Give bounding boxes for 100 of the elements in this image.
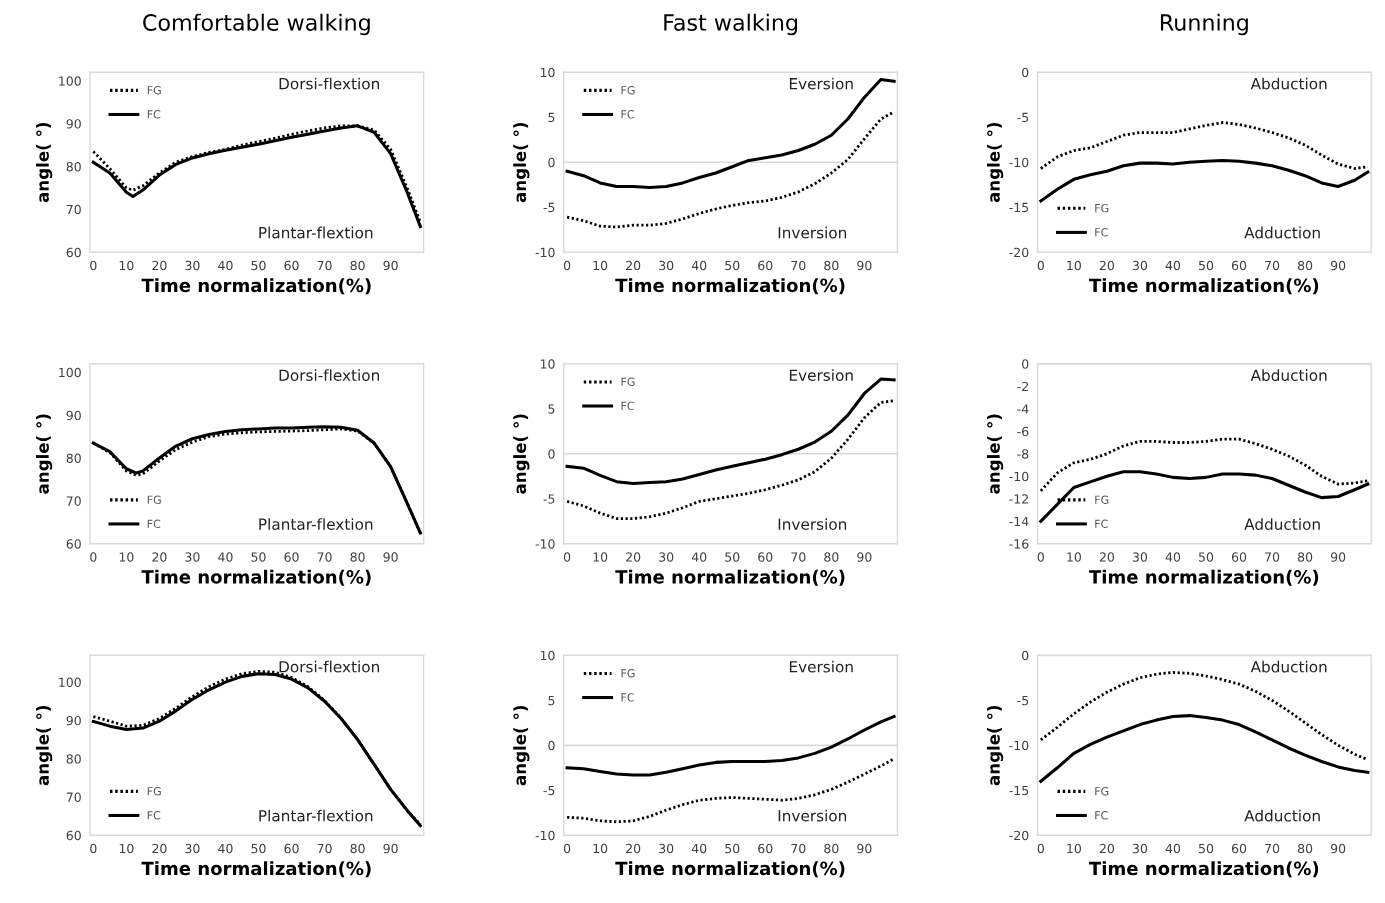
y-tick-label: 5 bbox=[548, 695, 555, 706]
y-tick-label: -12 bbox=[1009, 494, 1028, 504]
legend-label: FG bbox=[1095, 203, 1109, 213]
x-tick-label: 90 bbox=[383, 552, 398, 562]
chart-title: Running bbox=[1160, 13, 1248, 36]
line-series bbox=[565, 757, 896, 824]
legend-label: FG bbox=[1095, 495, 1109, 504]
y-tick-label: 0 bbox=[548, 157, 555, 168]
x-tick-label: 50 bbox=[725, 260, 740, 271]
x-tick-label: 90 bbox=[383, 260, 398, 271]
y-tick-label: 0 bbox=[1022, 67, 1029, 78]
annotation: Plantar-flextion bbox=[259, 518, 373, 530]
x-tick-label: 10 bbox=[1067, 552, 1081, 562]
y-tick-label: -8 bbox=[1017, 449, 1029, 459]
x-tick-label: 40 bbox=[1165, 552, 1181, 562]
x-tick-label: 90 bbox=[857, 843, 872, 854]
x-tick-label: 30 bbox=[659, 552, 674, 562]
legend-label: FG bbox=[147, 787, 161, 796]
x-axis-title: Time normalization(%) bbox=[141, 278, 371, 295]
x-tick-label: 60 bbox=[284, 552, 299, 562]
y-tick-label: 0 bbox=[548, 449, 555, 459]
legend-label: FG bbox=[147, 86, 161, 95]
y-tick-label: -10 bbox=[1009, 157, 1029, 168]
x-axis-title: Time normalization(%) bbox=[141, 569, 371, 586]
x-tick-label: 90 bbox=[857, 552, 872, 562]
y-tick-label: -5 bbox=[543, 494, 555, 504]
x-tick-label: 40 bbox=[218, 260, 233, 271]
y-tick-label: -4 bbox=[1017, 404, 1029, 414]
annotation: Dorsi-flextion bbox=[279, 660, 379, 673]
x-tick-label: 60 bbox=[758, 843, 773, 854]
x-tick-label: 50 bbox=[1199, 552, 1214, 562]
x-tick-label: 30 bbox=[1132, 843, 1148, 854]
x-tick-label: 40 bbox=[691, 552, 707, 562]
y-tick-label: 5 bbox=[548, 112, 555, 123]
y-tick-label: -10 bbox=[535, 539, 555, 549]
y-tick-label: 90 bbox=[66, 715, 81, 726]
x-tick-label: 70 bbox=[1265, 552, 1280, 562]
x-tick-label: 60 bbox=[1231, 260, 1247, 271]
x-tick-label: 30 bbox=[185, 552, 200, 562]
y-tick-label: 80 bbox=[66, 161, 81, 172]
y-axis-title: angle( °) bbox=[36, 122, 53, 203]
x-tick-label: 0 bbox=[1037, 843, 1044, 854]
annotation: Eversion bbox=[789, 660, 853, 673]
x-tick-label: 90 bbox=[1330, 843, 1346, 854]
x-tick-label: 10 bbox=[119, 843, 134, 854]
annotation: Dorsi-flextion bbox=[279, 369, 379, 381]
x-tick-label: 10 bbox=[593, 843, 608, 854]
legend-label: FG bbox=[621, 86, 635, 95]
annotation: Adduction bbox=[1244, 518, 1320, 530]
chart-title: Comfortable walking bbox=[143, 13, 370, 36]
x-tick-label: 60 bbox=[284, 843, 299, 854]
x-axis-title: Time normalization(%) bbox=[615, 278, 845, 295]
annotation: Dorsi-flextion bbox=[279, 77, 379, 90]
y-tick-label: -14 bbox=[1009, 516, 1029, 526]
x-tick-label: 20 bbox=[626, 260, 641, 271]
y-tick-label: 70 bbox=[66, 204, 81, 215]
x-tick-label: 10 bbox=[119, 552, 134, 562]
y-tick-label: 60 bbox=[66, 247, 81, 258]
x-tick-label: 60 bbox=[1231, 843, 1247, 854]
x-tick-label: 20 bbox=[1099, 260, 1115, 271]
y-axis-title: angle( °) bbox=[36, 706, 53, 786]
x-tick-label: 80 bbox=[1297, 260, 1313, 271]
x-tick-label: 0 bbox=[90, 552, 97, 562]
y-tick-label: -10 bbox=[1009, 740, 1029, 751]
x-tick-label: 70 bbox=[791, 552, 806, 562]
legend-label: FC bbox=[1095, 519, 1108, 528]
x-tick-label: 30 bbox=[185, 843, 200, 854]
y-tick-label: -15 bbox=[1009, 785, 1029, 796]
x-tick-label: 30 bbox=[1132, 260, 1148, 271]
y-tick-label: 90 bbox=[66, 119, 81, 129]
y-axis-title: angle( °) bbox=[986, 122, 1004, 203]
x-tick-label: 80 bbox=[824, 552, 839, 562]
y-tick-label: 90 bbox=[66, 410, 81, 421]
x-axis-title: Time normalization(%) bbox=[1089, 861, 1319, 878]
x-tick-label: 80 bbox=[824, 260, 839, 271]
legend-label: FC bbox=[1095, 228, 1108, 237]
y-tick-label: -15 bbox=[1009, 202, 1029, 213]
y-tick-label: -20 bbox=[1009, 830, 1029, 841]
x-tick-label: 50 bbox=[725, 552, 740, 562]
x-tick-label: 80 bbox=[350, 843, 365, 854]
x-tick-label: 10 bbox=[593, 552, 608, 562]
y-tick-label: 80 bbox=[66, 453, 81, 463]
x-tick-label: 50 bbox=[725, 843, 740, 854]
legend-label: FG bbox=[621, 669, 635, 678]
y-tick-label: 100 bbox=[59, 76, 81, 86]
y-tick-label: 60 bbox=[66, 830, 81, 841]
legend-label: FC bbox=[621, 110, 634, 119]
x-tick-label: 50 bbox=[251, 260, 266, 271]
legend-label: FC bbox=[147, 811, 161, 820]
x-tick-label: 90 bbox=[1330, 260, 1346, 271]
x-tick-label: 0 bbox=[1037, 260, 1044, 271]
y-tick-label: 5 bbox=[548, 404, 555, 414]
annotation: Eversion bbox=[789, 369, 853, 381]
chart-title: Fast walking bbox=[664, 13, 798, 36]
x-tick-label: 20 bbox=[152, 552, 167, 562]
y-tick-label: 10 bbox=[540, 67, 555, 78]
y-tick-label: 70 bbox=[66, 792, 81, 802]
x-tick-label: 70 bbox=[1265, 843, 1280, 854]
line-series bbox=[565, 77, 896, 189]
line-series bbox=[565, 714, 896, 777]
